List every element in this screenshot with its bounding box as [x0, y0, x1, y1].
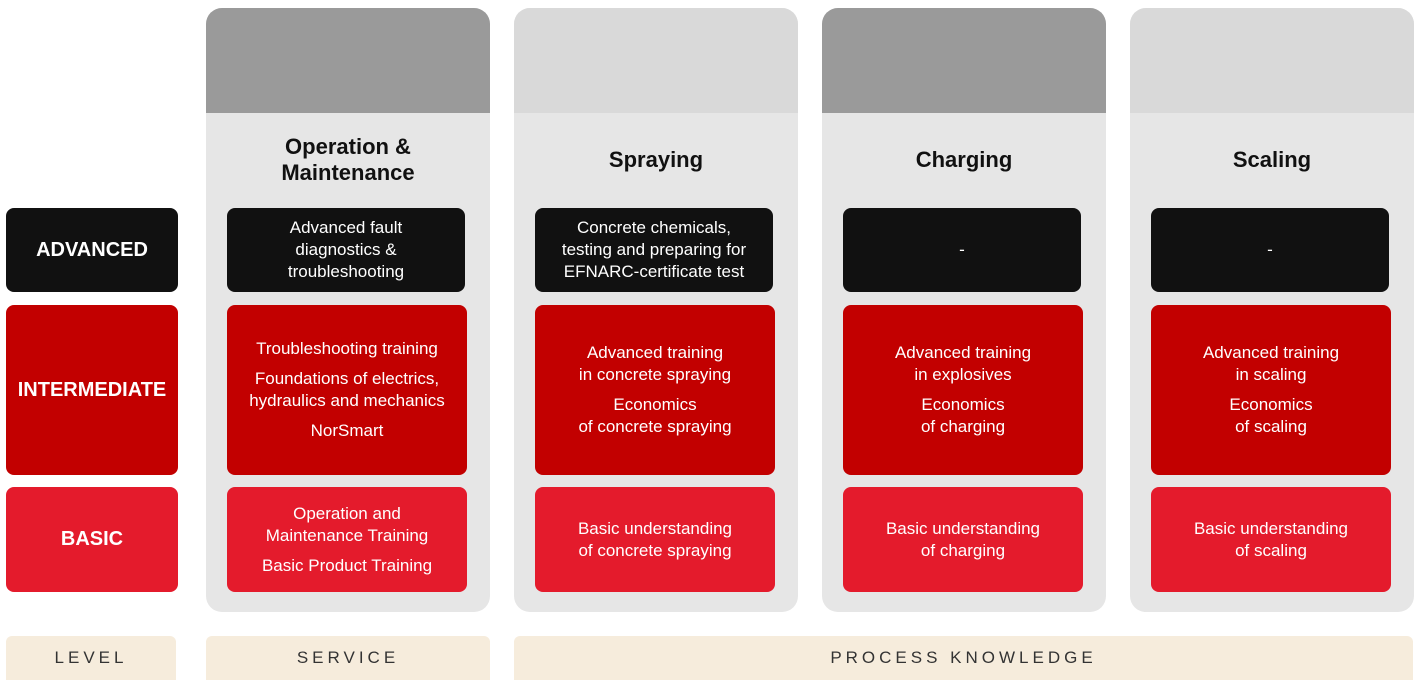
text-line: Advanced fault	[289, 218, 403, 237]
paragraph: Advanced training in explosives	[895, 342, 1031, 386]
text-line: of charging	[920, 540, 1006, 560]
column-title: Charging	[915, 147, 1013, 172]
advanced-cell: -	[843, 208, 1081, 292]
paragraph: Economics of concrete spraying	[578, 394, 731, 438]
text-line: of scaling	[1235, 540, 1307, 560]
text-line: in scaling	[1235, 365, 1307, 384]
photo	[822, 8, 1106, 113]
footer-label: SERVICE	[206, 636, 490, 680]
paragraph: -	[959, 239, 965, 261]
text-line: Economics	[1229, 395, 1313, 414]
text-line: -	[959, 240, 965, 259]
paragraph: Foundations of electrics, hydraulics and …	[249, 368, 445, 412]
text-line: of concrete spraying	[578, 540, 732, 560]
text-line: troubleshooting	[287, 262, 405, 281]
intermediate-cell: Advanced training in concrete spraying Eco…	[535, 305, 775, 475]
text-line: of scaling	[1235, 417, 1307, 436]
level-label: ADVANCED	[6, 208, 178, 292]
advanced-cell: Advanced fault diagnostics & troubleshooti…	[227, 208, 465, 292]
text-line: Advanced training	[894, 343, 1032, 362]
text-line: diagnostics &	[295, 240, 397, 259]
intermediate-cell: Advanced training in explosives Economics o…	[843, 305, 1083, 475]
paragraph: Economics of scaling	[1229, 394, 1312, 438]
paragraph: Basic understanding of charging	[886, 518, 1040, 562]
paragraph: Economics of charging	[921, 394, 1005, 438]
paragraph: Concrete chemicals, testing and preparing…	[562, 217, 746, 283]
paragraph: Operation and Maintenance Training	[266, 503, 429, 547]
paragraph: Advanced training in concrete spraying	[579, 342, 731, 386]
text-line: Economics	[613, 395, 697, 414]
text-line: Basic understanding	[577, 518, 733, 538]
paragraph: Advanced training in scaling	[1203, 342, 1339, 386]
photo	[206, 8, 490, 113]
photo	[514, 8, 798, 113]
text-line: Basic understanding	[885, 518, 1041, 538]
text-line: of concrete spraying	[578, 417, 732, 436]
text-line: Economics	[921, 395, 1005, 414]
level-label: BASIC	[6, 487, 178, 592]
paragraph: Troubleshooting training	[256, 338, 438, 360]
basic-cell: Operation and Maintenance Training Basic P…	[227, 487, 467, 592]
text-line: Operation and	[293, 503, 401, 523]
footer-label: PROCESS KNOWLEDGE	[514, 636, 1413, 680]
text-line: NorSmart	[310, 421, 384, 440]
basic-cell: Basic understanding of charging	[843, 487, 1083, 592]
paragraph: -	[1267, 239, 1273, 261]
text-line: EFNARC-certificate test	[563, 262, 745, 281]
column-title: Spraying	[608, 147, 704, 172]
intermediate-cell: Advanced training in scaling Economics of s…	[1151, 305, 1391, 475]
text-line: Maintenance Training	[265, 525, 429, 545]
level-label: INTERMEDIATE	[6, 305, 178, 475]
paragraph: Basic understanding of scaling	[1194, 518, 1348, 562]
text-line: Foundations of electrics,	[254, 369, 440, 388]
text-line: testing and preparing for	[561, 240, 747, 259]
paragraph: Basic understanding of concrete spraying	[578, 518, 732, 562]
basic-cell: Basic understanding of concrete spraying	[535, 487, 775, 592]
text-line: Basic Product Training	[261, 555, 433, 575]
paragraph: Advanced fault diagnostics & troubleshooti…	[288, 217, 404, 283]
paragraph: NorSmart	[311, 420, 384, 442]
text-line: Advanced training	[586, 343, 724, 362]
text-line: hydraulics and mechanics	[249, 391, 445, 410]
column-title: Scaling	[1232, 147, 1312, 172]
text-line: in concrete spraying	[578, 365, 732, 384]
text-line: -	[1267, 240, 1273, 259]
paragraph: Basic Product Training	[262, 555, 432, 577]
column-title: Operation & Maintenance	[281, 134, 415, 185]
advanced-cell: Concrete chemicals, testing and preparing…	[535, 208, 773, 292]
text-line: Basic understanding	[1193, 518, 1349, 538]
text-line: in explosives	[914, 365, 1012, 384]
intermediate-cell: Troubleshooting training Foundations of e…	[227, 305, 467, 475]
text-line: Troubleshooting training	[256, 339, 438, 358]
basic-cell: Basic understanding of scaling	[1151, 487, 1391, 592]
text-line: Concrete chemicals,	[576, 218, 731, 237]
photo	[1130, 8, 1414, 113]
footer-label: LEVEL	[6, 636, 176, 680]
text-line: Advanced training	[1202, 343, 1340, 362]
text-line: of charging	[920, 417, 1006, 436]
advanced-cell: -	[1151, 208, 1389, 292]
